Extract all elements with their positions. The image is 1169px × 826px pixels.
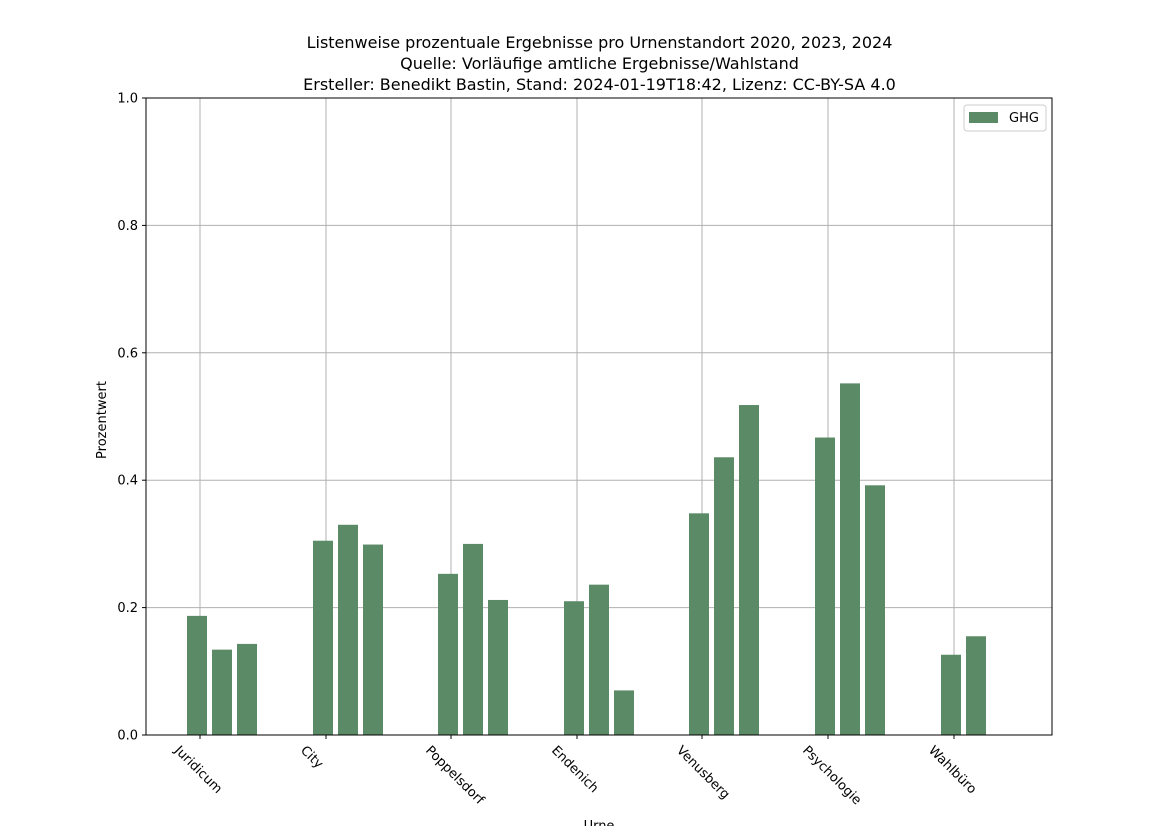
y-tick-label: 0.4 <box>117 474 138 489</box>
bar-endenich-2020 <box>564 601 584 735</box>
bar-juridicum-2024 <box>237 643 257 735</box>
x-axis-label: Urne <box>584 819 615 826</box>
legend-label-ghg: GHG <box>1009 111 1039 126</box>
x-tick-label-city: City <box>297 743 326 772</box>
legend: GHG <box>963 104 1047 132</box>
x-tick-label-psychologie: Psychologie <box>799 743 864 808</box>
x-tick-label-endenich: Endenich <box>548 743 601 796</box>
chart-title-line-2: Quelle: Vorläufige amtliche Ergebnisse/W… <box>400 54 799 73</box>
bar-city-2023 <box>338 524 358 735</box>
y-tick-label: 0.0 <box>117 729 138 744</box>
bar-poppelsdorf-2024 <box>488 599 508 735</box>
legend-box <box>963 104 1047 132</box>
bar-venusberg-2020 <box>689 513 709 735</box>
y-tick-label: 0.6 <box>117 346 138 361</box>
bar-endenich-2023 <box>589 584 609 735</box>
x-tick-label-poppelsdorf: Poppelsdorf <box>422 743 487 808</box>
x-tick-label-venusberg: Venusberg <box>673 743 732 802</box>
bar-endenich-2024 <box>614 690 634 735</box>
x-tick-label-juridicum: Juridicum <box>170 743 224 797</box>
bar-venusberg-2023 <box>714 457 734 735</box>
chart-title-line-1: Listenweise prozentuale Ergebnisse pro U… <box>306 33 893 52</box>
bar-poppelsdorf-2023 <box>463 543 483 735</box>
bar-juridicum-2020 <box>187 615 207 735</box>
bar-venusberg-2024 <box>739 405 759 735</box>
bar-wahlbüro-2020 <box>941 654 961 735</box>
bar-psychologie-2023 <box>840 383 860 735</box>
y-tick-label: 1.0 <box>117 92 138 107</box>
bar-psychologie-2020 <box>815 437 835 735</box>
bar-city-2024 <box>363 544 383 735</box>
bar-psychologie-2024 <box>865 485 885 735</box>
axes-frame <box>145 97 1053 736</box>
bar-city-2020 <box>313 540 333 735</box>
x-tick-label-wahlbüro: Wahlbüro <box>925 743 979 797</box>
y-tick-label: 0.8 <box>117 219 138 234</box>
legend-swatch-ghg <box>969 112 998 123</box>
y-tick-label: 0.2 <box>117 601 138 616</box>
y-axis-label: Prozentwert <box>95 381 110 459</box>
bar-wahlbüro-2023 <box>966 636 986 735</box>
bar-juridicum-2023 <box>212 649 232 735</box>
chart-title-line-3: Ersteller: Benedikt Bastin, Stand: 2024-… <box>303 75 896 94</box>
bar-poppelsdorf-2020 <box>438 573 458 735</box>
